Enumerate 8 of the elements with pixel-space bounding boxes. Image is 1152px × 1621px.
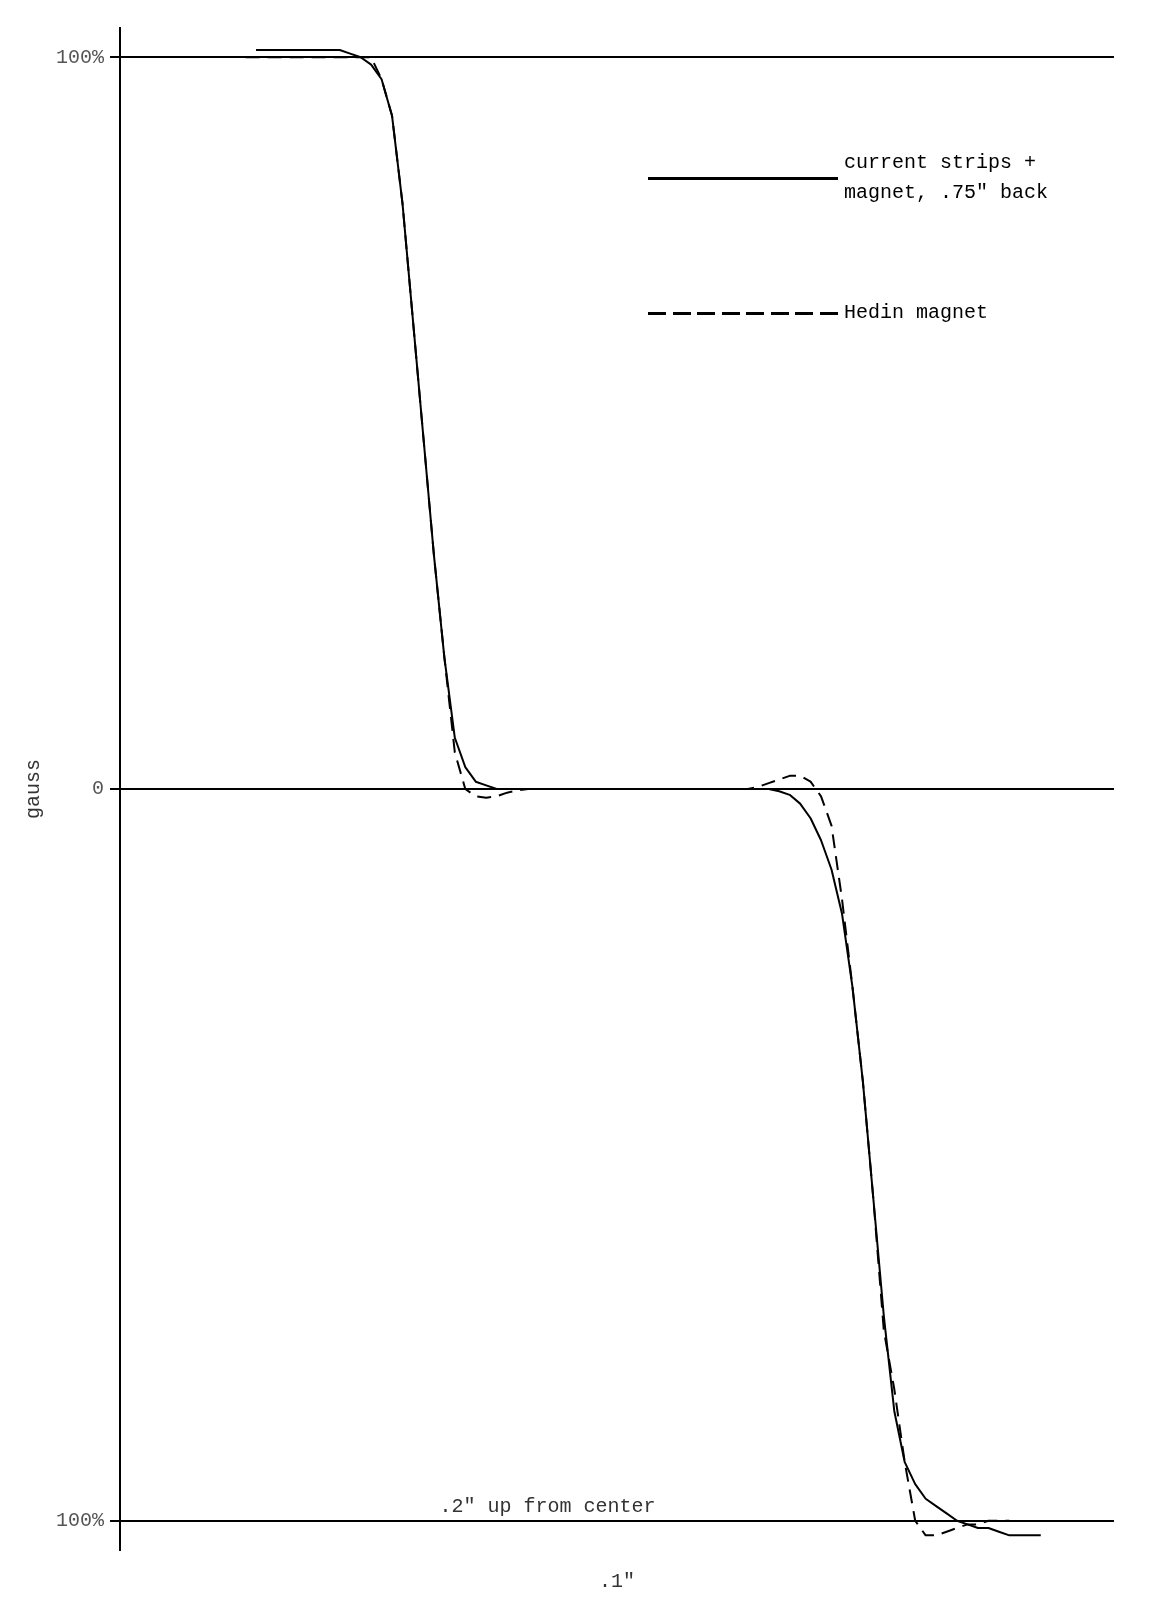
y-tick-label: 100% [55, 1509, 105, 1533]
x-axis-title: .1" [599, 1570, 636, 1594]
annotation: .2" up from center [439, 1495, 656, 1519]
y-tick-label: 0 [91, 777, 105, 801]
y-axis-title: gauss [22, 758, 46, 820]
y-tick-label: 100% [55, 45, 105, 69]
legend-label: current strips + magnet, .75" back [844, 150, 1050, 206]
legend-label: Hedin magnet [844, 300, 990, 326]
